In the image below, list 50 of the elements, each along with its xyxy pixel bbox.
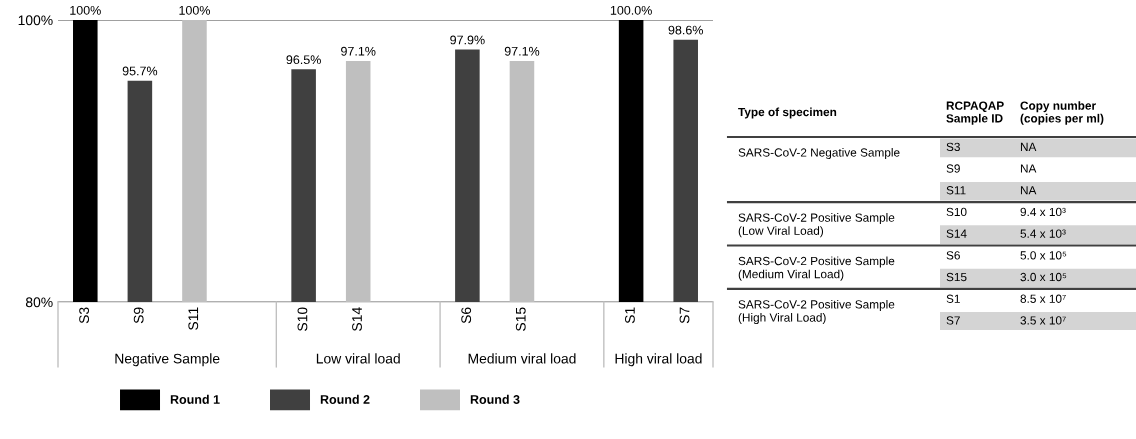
- text: High viral load: [615, 353, 702, 367]
- text: Low viral load: [316, 353, 400, 364]
- text: NA: [1020, 142, 1037, 151]
- text: S1: [946, 294, 960, 303]
- data-label: 97.1%: [341, 46, 376, 56]
- text: 3.0 x 10⁵: [1020, 272, 1067, 282]
- legend-label: Round 1: [170, 394, 220, 404]
- data-label: 100%: [179, 5, 210, 15]
- text: 5.0 x 10⁵: [1020, 251, 1067, 260]
- x-tick-label: S3: [79, 307, 90, 324]
- text: SARS-CoV-2 Negative Sample: [738, 148, 900, 159]
- y-tick-label: 80%: [25, 297, 53, 308]
- text: Copy number (copies per ml): [1020, 101, 1104, 125]
- data-label: 97.1%: [504, 46, 540, 56]
- legend-label: Round 2: [320, 394, 370, 404]
- text: SARS-CoV-2 Positive Sample (High Viral Load): [738, 299, 895, 325]
- data-label: 95.7%: [122, 66, 158, 76]
- legend-label: Round 3: [470, 394, 520, 404]
- text: 8.5 x 10⁷: [1020, 294, 1066, 303]
- x-tick-label: S10: [297, 307, 308, 331]
- text: S10: [946, 207, 967, 217]
- x-tick-label: S15: [515, 307, 526, 331]
- text: 3.5 x 10⁷: [1020, 316, 1066, 325]
- text: NA: [1020, 186, 1037, 195]
- text: Type of specimen: [738, 107, 837, 119]
- text: Medium viral load: [468, 353, 576, 364]
- text: S15: [946, 272, 967, 282]
- x-tick-label: S6: [461, 307, 472, 324]
- data-label: 96.5%: [286, 55, 321, 65]
- x-tick-label: S14: [352, 307, 362, 331]
- text: S3: [946, 142, 960, 152]
- text: 5.4 x 10³: [1020, 229, 1066, 238]
- x-tick-label: S7: [679, 307, 690, 324]
- text: S11: [946, 186, 966, 195]
- x-tick-label: S11: [188, 307, 199, 330]
- x-tick-label: S9: [133, 307, 144, 324]
- text: RCPAQAP Sample ID: [946, 101, 1004, 125]
- data-label: 98.6%: [668, 25, 703, 35]
- text: S9: [946, 164, 960, 173]
- text: SARS-CoV-2 Positive Sample (Low Viral Load): [738, 213, 895, 238]
- data-label: 97.9%: [450, 35, 485, 45]
- text: Negative Sample: [115, 353, 220, 367]
- data-label: 100%: [70, 5, 101, 15]
- text: 9.4 x 10³: [1020, 207, 1066, 217]
- data-label: 100.0%: [610, 5, 652, 15]
- x-tick-label: S1: [625, 307, 635, 324]
- text: S14: [946, 229, 967, 238]
- text: SARS-CoV-2 Positive Sample (Medium Viral Load): [738, 256, 895, 281]
- text: NA: [1020, 164, 1037, 173]
- text: S6: [946, 251, 960, 260]
